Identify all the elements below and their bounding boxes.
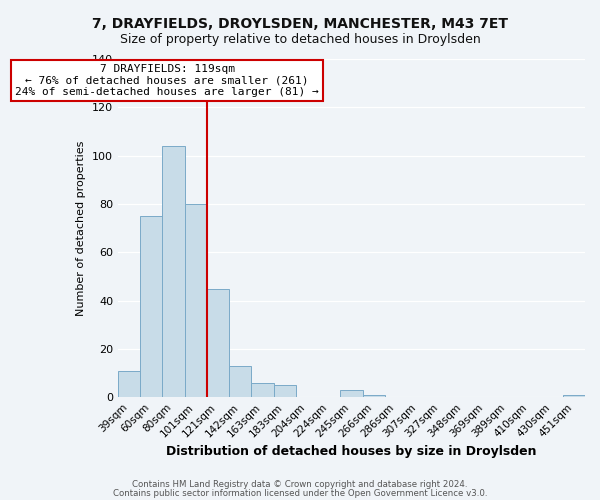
Bar	[274, 385, 296, 397]
Bar	[251, 382, 274, 397]
Bar	[118, 370, 140, 397]
Text: 7 DRAYFIELDS: 119sqm
← 76% of detached houses are smaller (261)
24% of semi-deta: 7 DRAYFIELDS: 119sqm ← 76% of detached h…	[15, 64, 319, 98]
Text: Contains HM Land Registry data © Crown copyright and database right 2024.: Contains HM Land Registry data © Crown c…	[132, 480, 468, 489]
Text: Contains public sector information licensed under the Open Government Licence v3: Contains public sector information licen…	[113, 489, 487, 498]
Y-axis label: Number of detached properties: Number of detached properties	[76, 140, 86, 316]
Bar	[229, 366, 251, 397]
Bar	[340, 390, 362, 397]
Bar	[185, 204, 207, 397]
Text: 7, DRAYFIELDS, DROYLSDEN, MANCHESTER, M43 7ET: 7, DRAYFIELDS, DROYLSDEN, MANCHESTER, M4…	[92, 18, 508, 32]
Bar	[163, 146, 185, 397]
Bar	[563, 395, 585, 397]
Text: Size of property relative to detached houses in Droylsden: Size of property relative to detached ho…	[119, 32, 481, 46]
X-axis label: Distribution of detached houses by size in Droylsden: Distribution of detached houses by size …	[166, 444, 537, 458]
Bar	[140, 216, 163, 397]
Bar	[362, 395, 385, 397]
Bar	[207, 288, 229, 397]
